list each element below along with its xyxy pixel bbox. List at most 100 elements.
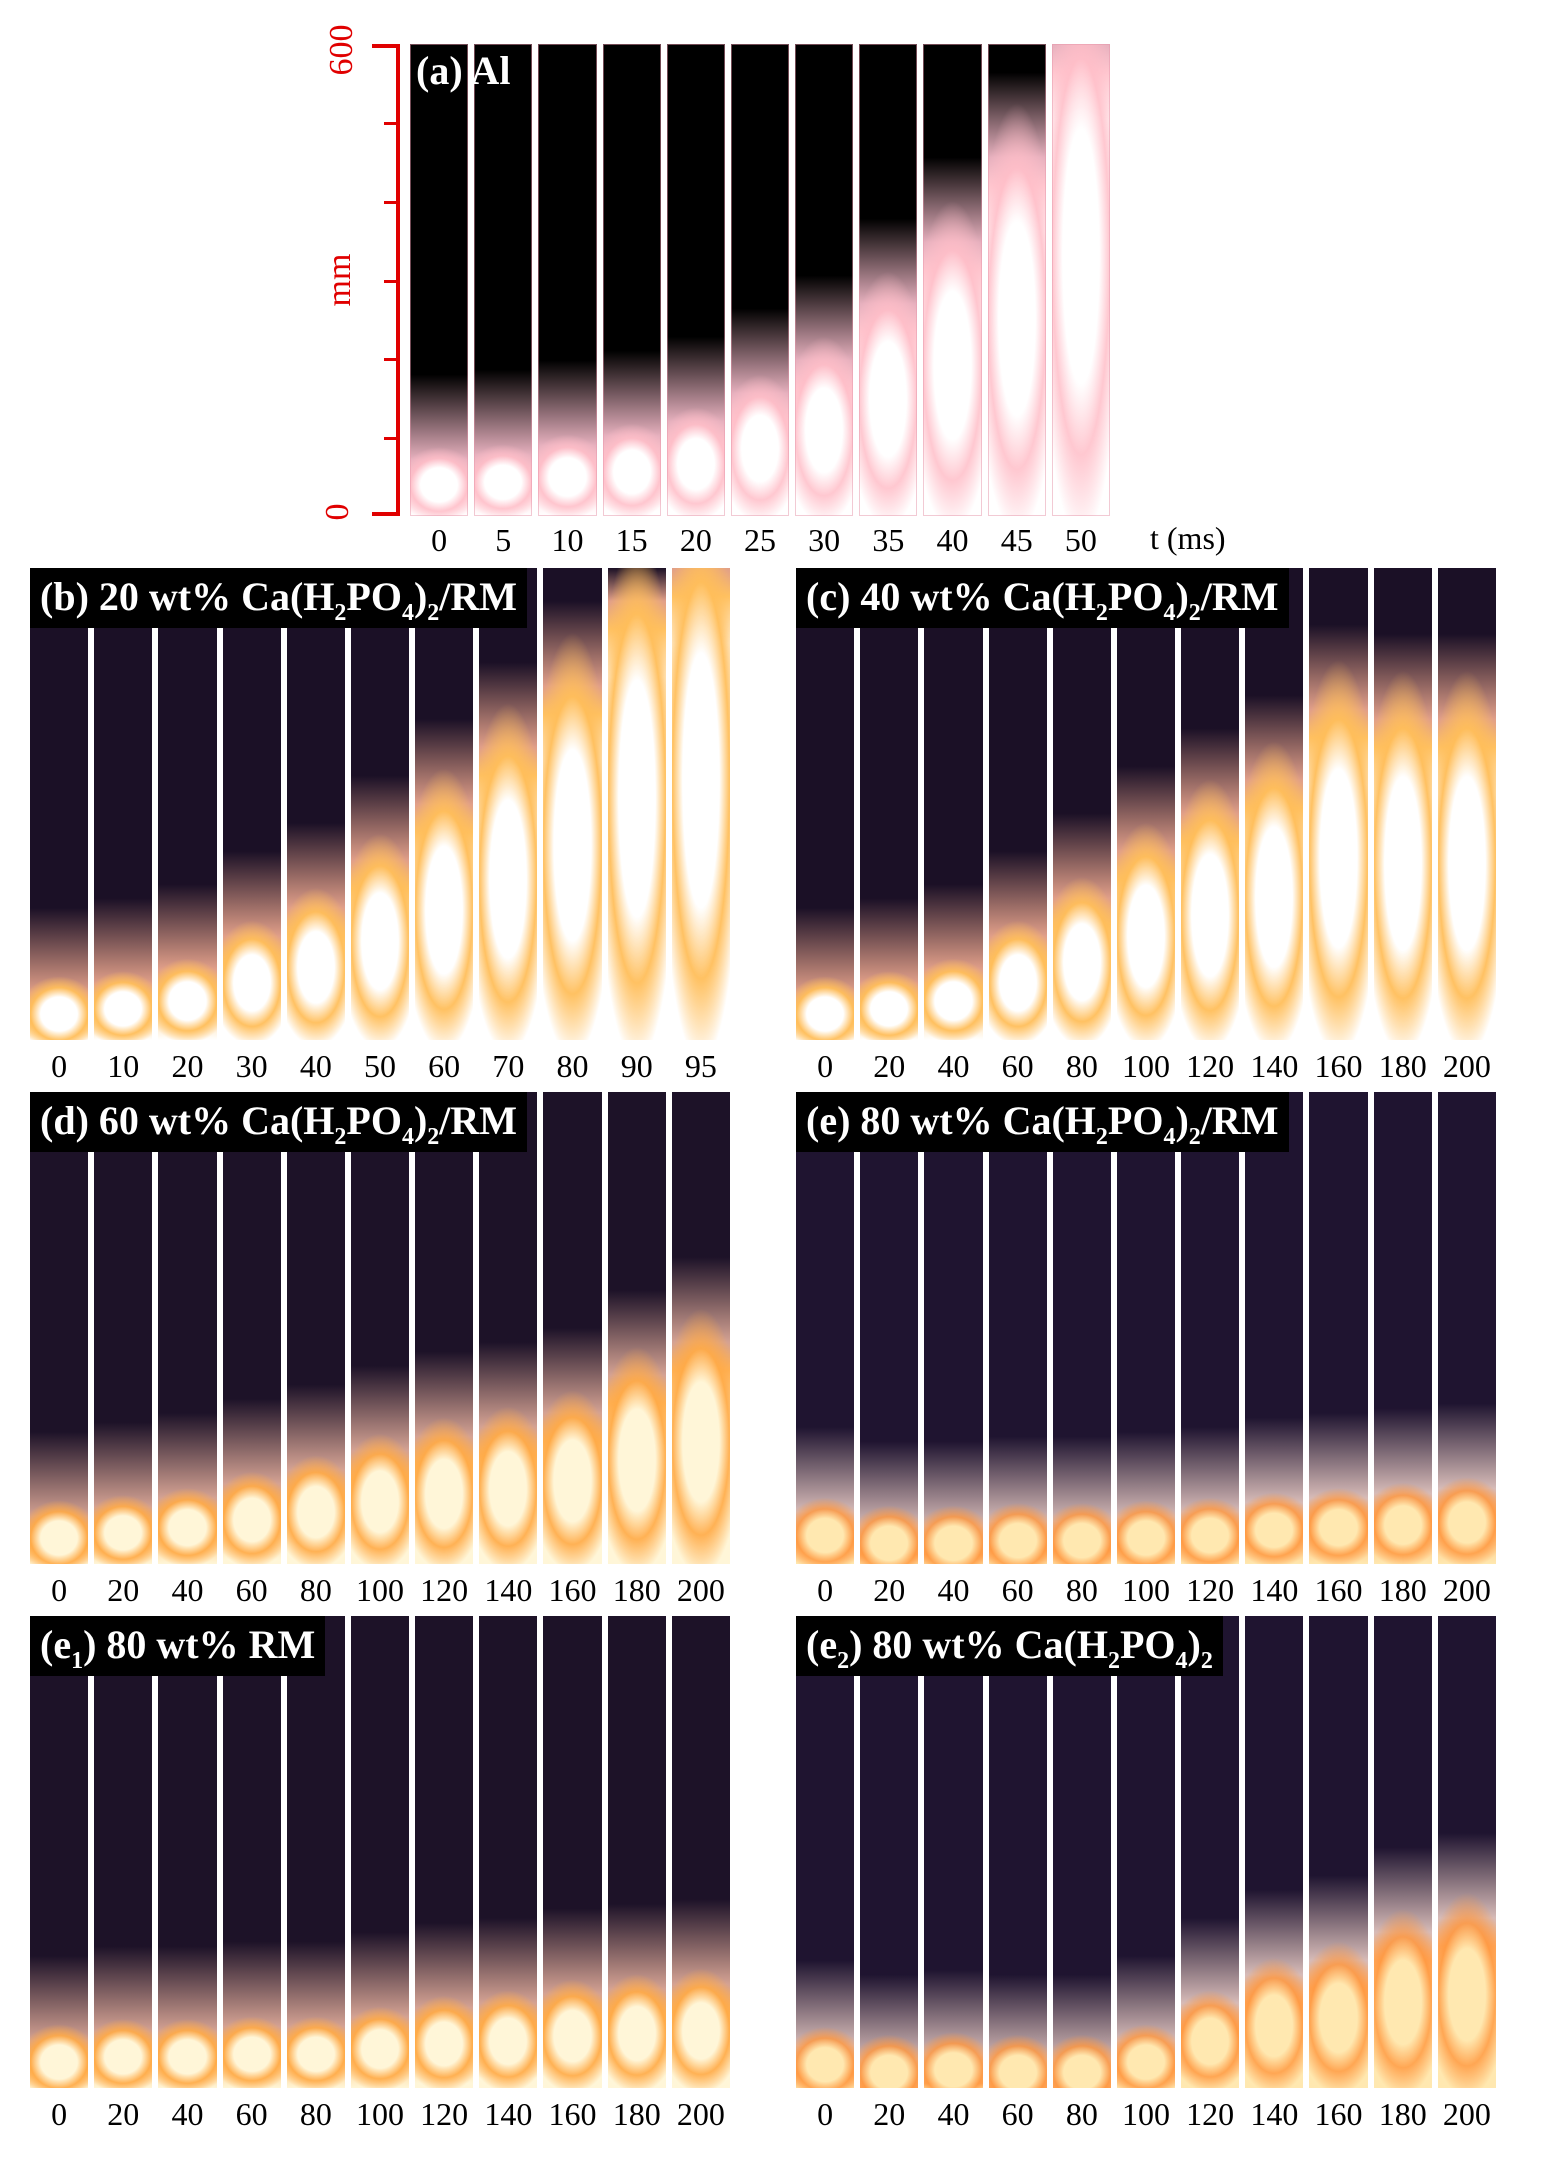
tick-label-e2-120: 120 [1186, 2096, 1235, 2132]
panel-e1: (e1) 80 wt% RM [30, 1616, 730, 2088]
frame-e1-80 [286, 1616, 345, 2088]
ticks-c: 0 20 40 60 80 100 120 140 160 180 200 [796, 1046, 1496, 1086]
tick-label-e-100: 100 [1122, 1572, 1170, 1608]
frame-c-40 [924, 568, 983, 1040]
frame-d-100 [350, 1092, 410, 1564]
frame-e-40 [924, 1092, 983, 1564]
frame-c-120 [1181, 568, 1240, 1040]
tick-label-b-0: 0 [51, 1048, 68, 1084]
frame-e2-100 [1116, 1616, 1176, 2088]
frame-e2-20 [860, 1616, 919, 2088]
tick-label-e2-20: 20 [873, 2096, 906, 2132]
frame-e-60 [988, 1092, 1047, 1564]
frame-e2-40 [924, 1616, 983, 2088]
tick-label-e-160: 160 [1314, 1572, 1363, 1608]
tick-label-e-200: 200 [1442, 1572, 1491, 1608]
tick-label-c-80: 80 [1065, 1048, 1098, 1084]
ticks-e2: 0 20 40 60 80 100 120 140 160 180 200 [796, 2094, 1496, 2134]
y-axis-tick-200 [384, 358, 400, 361]
frame-e1-60 [222, 1616, 281, 2088]
frame-e-80 [1052, 1092, 1111, 1564]
tick-label-e1-80: 80 [299, 2096, 332, 2132]
tick-label-c-140: 140 [1250, 1048, 1299, 1084]
frame-e2-200 [1437, 1616, 1496, 2088]
frame-e1-40 [158, 1616, 217, 2088]
tick-label-e2-160: 160 [1314, 2096, 1363, 2132]
frame-d-60 [222, 1092, 281, 1564]
tick-label-e2-200: 200 [1442, 2096, 1491, 2132]
frame-b-50 [350, 568, 410, 1040]
tick-label-a-50: 50 [1064, 522, 1097, 558]
y-axis-tick-300 [384, 280, 400, 283]
frame-e2-60 [988, 1616, 1047, 2088]
frame-d-40 [158, 1092, 217, 1564]
tick-label-e1-120: 120 [420, 2096, 469, 2132]
tick-label-c-60: 60 [1001, 1048, 1034, 1084]
tick-label-e2-80: 80 [1065, 2096, 1098, 2132]
frame-e-0 [796, 1092, 855, 1564]
ticks-a: 0 5 10 15 20 25 30 35 40 45 50 [410, 520, 1110, 560]
panel-b: (b) 20 wt% Ca(H2PO4)2/RM [30, 568, 730, 1040]
frame-d-0 [30, 1092, 89, 1564]
frame-e1-0 [30, 1616, 89, 2088]
frame-e1-180 [607, 1616, 666, 2088]
tick-label-e1-60: 60 [235, 2096, 268, 2132]
frame-b-80 [543, 568, 602, 1040]
tick-label-e1-160: 160 [548, 2096, 597, 2132]
panel-label-e1: (e1) 80 wt% RM [30, 1616, 326, 1676]
tick-label-b-10: 10 [107, 1048, 140, 1084]
panel-label-b: (b) 20 wt% Ca(H2PO4)2/RM [30, 568, 528, 628]
tick-label-e-40: 40 [937, 1572, 970, 1608]
tick-label-a-5: 5 [495, 522, 512, 558]
tick-label-e2-0: 0 [817, 2096, 834, 2132]
panel-a: (a) Al [410, 44, 1110, 516]
frame-a-0 [410, 44, 469, 516]
frame-a-20 [666, 44, 725, 516]
frame-a-35 [859, 44, 918, 516]
panel-e: (e) 80 wt% Ca(H2PO4)2/RM [796, 1092, 1496, 1564]
frame-e1-100 [350, 1616, 410, 2088]
tick-label-e2-100: 100 [1122, 2096, 1170, 2132]
frame-d-120 [415, 1092, 474, 1564]
tick-label-e1-180: 180 [612, 2096, 661, 2132]
ticks-e: 0 20 40 60 80 100 120 140 160 180 200 [796, 1570, 1496, 1610]
frame-d-80 [286, 1092, 345, 1564]
tick-label-d-120: 120 [420, 1572, 469, 1608]
tick-label-d-200: 200 [676, 1572, 725, 1608]
frame-e-100 [1116, 1092, 1176, 1564]
frame-a-30 [795, 44, 854, 516]
tick-label-e-20: 20 [873, 1572, 906, 1608]
tick-label-e-180: 180 [1378, 1572, 1427, 1608]
y-axis-tick-400 [384, 201, 400, 204]
frame-c-140 [1245, 568, 1304, 1040]
tick-label-e2-140: 140 [1250, 2096, 1299, 2132]
tick-label-a-25: 25 [744, 522, 776, 558]
tick-label-b-20: 20 [171, 1048, 204, 1084]
tick-label-e1-40: 40 [171, 2096, 204, 2132]
tick-label-e-120: 120 [1186, 1572, 1235, 1608]
tick-label-a-10: 10 [551, 522, 584, 558]
ticks-e1: 0 20 40 60 80 100 120 140 160 180 200 [30, 2094, 730, 2134]
frame-e2-80 [1052, 1616, 1111, 2088]
tick-label-a-40: 40 [936, 522, 969, 558]
tick-label-b-50: 50 [364, 1048, 396, 1084]
frame-c-200 [1437, 568, 1496, 1040]
frame-b-95 [671, 568, 730, 1040]
frame-e1-20 [94, 1616, 153, 2088]
tick-label-b-60: 60 [428, 1048, 461, 1084]
time-axis-label: t (ms) [1150, 520, 1226, 556]
tick-label-b-30: 30 [235, 1048, 268, 1084]
tick-label-a-20: 20 [679, 522, 712, 558]
frame-c-60 [988, 568, 1047, 1040]
y-axis-tick-500 [384, 122, 400, 125]
tick-label-e2-60: 60 [1001, 2096, 1034, 2132]
tick-label-c-20: 20 [873, 1048, 906, 1084]
frame-e1-160 [543, 1616, 602, 2088]
y-axis-max-label: 600 [323, 24, 360, 76]
frame-c-20 [860, 568, 919, 1040]
tick-label-a-30: 30 [808, 522, 841, 558]
tick-label-d-0: 0 [51, 1572, 68, 1608]
tick-label-a-15: 15 [615, 522, 648, 558]
tick-label-d-160: 160 [548, 1572, 597, 1608]
frame-e1-140 [479, 1616, 538, 2088]
